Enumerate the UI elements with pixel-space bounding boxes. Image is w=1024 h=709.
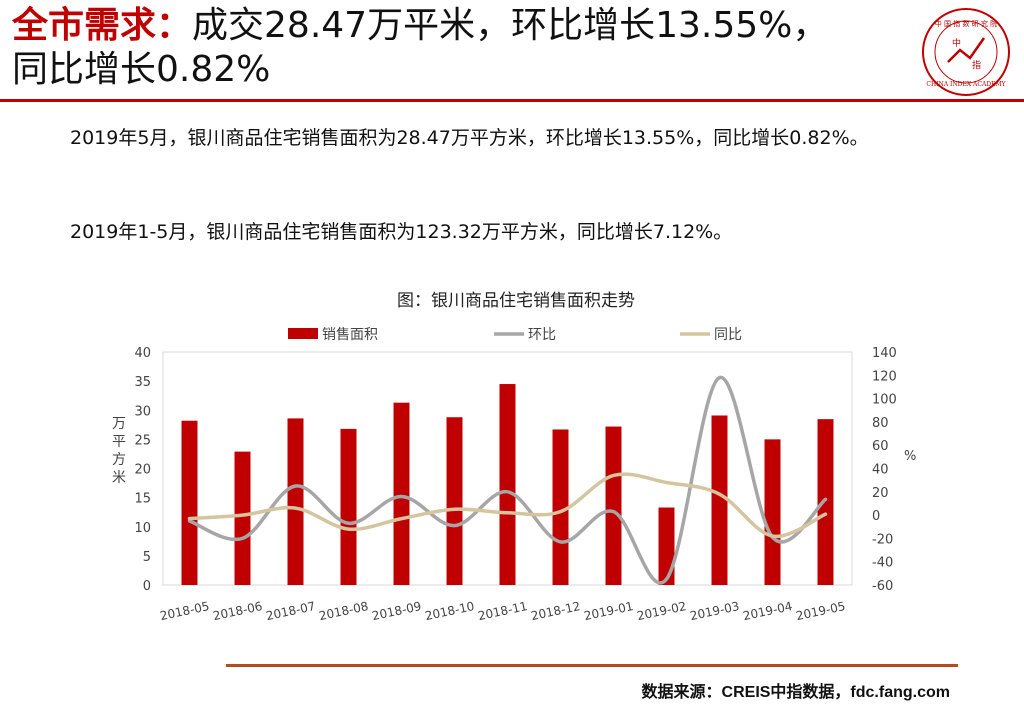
svg-text:中 国 指 数 研 究 院: 中 国 指 数 研 究 院	[935, 19, 997, 28]
chart-legend: 销售面积 环比 同比	[288, 327, 742, 343]
bar-2018-05	[181, 420, 198, 585]
y2-tick-label: 120	[872, 369, 897, 384]
y-tick-label: 20	[134, 463, 151, 478]
bar-2018-08	[340, 428, 357, 585]
title-line2: 同比增长0.82%	[12, 49, 271, 90]
y-tick-label: 0	[143, 579, 151, 594]
x-tick-label: 2018-09	[371, 599, 423, 623]
y2-tick-label: 100	[872, 393, 897, 408]
bar-series	[181, 384, 834, 585]
title-divider	[0, 99, 1024, 102]
x-tick-label: 2018-06	[212, 599, 264, 623]
y-tick-label: 25	[134, 433, 151, 448]
y2-tick-label: -20	[872, 532, 893, 547]
legend-label: 环比	[528, 327, 556, 343]
y-tick-label: 35	[134, 375, 151, 390]
bar-2019-05	[817, 419, 834, 585]
y2-tick-label: 60	[872, 439, 889, 454]
x-tick-label: 2019-01	[583, 599, 635, 623]
x-tick-label: 2018-12	[530, 599, 582, 623]
y2-axis-label: %	[904, 449, 916, 464]
x-tick-label: 2018-08	[318, 599, 370, 623]
bar-2018-12	[552, 429, 569, 585]
paragraph-1: 2019年5月，银川商品住宅销售面积为28.47万平方米，环比增长13.55%，…	[70, 127, 869, 149]
bar-2019-02	[658, 507, 675, 585]
x-tick-label: 2019-02	[636, 599, 688, 623]
y-axis-label: 万平方米	[112, 416, 126, 486]
title-line1: 成交28.47万平米，环比增长13.55%，	[192, 5, 829, 46]
page-title: 全市需求：成交28.47万平米，环比增长13.55%， 同比增长0.82%	[12, 4, 892, 92]
y2-tick-label: 140	[872, 346, 897, 361]
y2-tick-label: -40	[872, 556, 893, 571]
legend-swatch-bar	[288, 328, 318, 339]
svg-text:中: 中	[952, 37, 961, 49]
x-tick-label: 2018-05	[159, 599, 211, 623]
logo-text: CHINA INDEX ACADEMY	[926, 81, 1006, 88]
y-tick-label: 40	[134, 346, 151, 361]
bar-2019-03	[711, 415, 728, 585]
x-tick-label: 2019-05	[795, 599, 847, 623]
paragraph-2: 2019年1-5月，银川商品住宅销售面积为123.32万平方米，同比增长7.12…	[70, 221, 733, 243]
x-tick-label: 2018-10	[424, 599, 476, 623]
x-tick-label: 2018-07	[265, 599, 317, 623]
chart-title: 图：银川商品住宅销售面积走势	[397, 291, 635, 311]
x-tick-label: 2019-04	[742, 599, 794, 623]
bar-2018-07	[287, 418, 304, 585]
legend-label: 销售面积	[322, 327, 378, 343]
footer-divider	[226, 664, 958, 667]
y2-tick-label: 80	[872, 416, 889, 431]
bar-2019-01	[605, 426, 622, 585]
china-index-academy-logo: 中 国 指 数 研 究 院 CHINA INDEX ACADEMY 中 指	[922, 8, 1010, 96]
y-tick-label: 30	[134, 404, 151, 419]
bar-2019-04	[764, 439, 781, 585]
bar-2018-11	[499, 384, 516, 585]
x-tick-labels: 2018-05 2018-06 2018-07 2018-08 2018-09 2018-…	[159, 599, 847, 623]
y2-tick-label: 20	[872, 486, 889, 501]
bar-2018-09	[393, 402, 410, 585]
y2-tick-label: -60	[872, 579, 893, 594]
y2-tick-label: 0	[872, 509, 880, 524]
data-source: 数据来源：CREIS中指数据，fdc.fang.com	[641, 684, 950, 701]
y-tick-label: 5	[143, 550, 151, 565]
legend-label: 同比	[714, 327, 742, 343]
y2-tick-label: 40	[872, 463, 889, 478]
line-series	[187, 375, 828, 585]
x-tick-label: 2018-11	[477, 599, 529, 623]
y-tick-label: 15	[134, 492, 151, 507]
bar-2018-06	[234, 451, 251, 585]
y-tick-label: 10	[134, 521, 151, 536]
x-tick-label: 2019-03	[689, 599, 741, 623]
yoy-line	[187, 472, 828, 538]
svg-text:指: 指	[972, 59, 981, 71]
mom-line	[187, 375, 828, 585]
sales-area-chart: 图：银川商品住宅销售面积走势 销售面积 环比 同比 0 5 10 15 20 25 30 35 40…	[112, 291, 916, 623]
title-highlight: 全市需求：	[12, 5, 193, 46]
bar-2018-10	[446, 417, 463, 585]
